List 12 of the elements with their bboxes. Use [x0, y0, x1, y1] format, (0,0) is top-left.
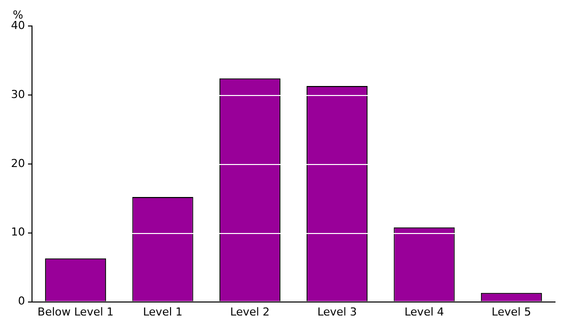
- y-tick-label: 20: [10, 156, 25, 170]
- y-tick-label: 10: [10, 226, 25, 239]
- x-tick-label: Level 3: [317, 305, 357, 318]
- x-tick-label: Level 1: [142, 305, 183, 318]
- x-tick-label: Level 2: [230, 305, 270, 318]
- y-tick-label: 40: [10, 18, 25, 32]
- y-axis-title: %: [12, 8, 24, 22]
- y-tick-label: 0: [18, 294, 25, 308]
- y-tick-label: 30: [10, 88, 25, 101]
- x-tick-label: Level 4: [404, 305, 444, 318]
- x-tick-label: Level 5: [492, 305, 532, 318]
- x-tick-label: Below Level 1: [38, 305, 114, 318]
